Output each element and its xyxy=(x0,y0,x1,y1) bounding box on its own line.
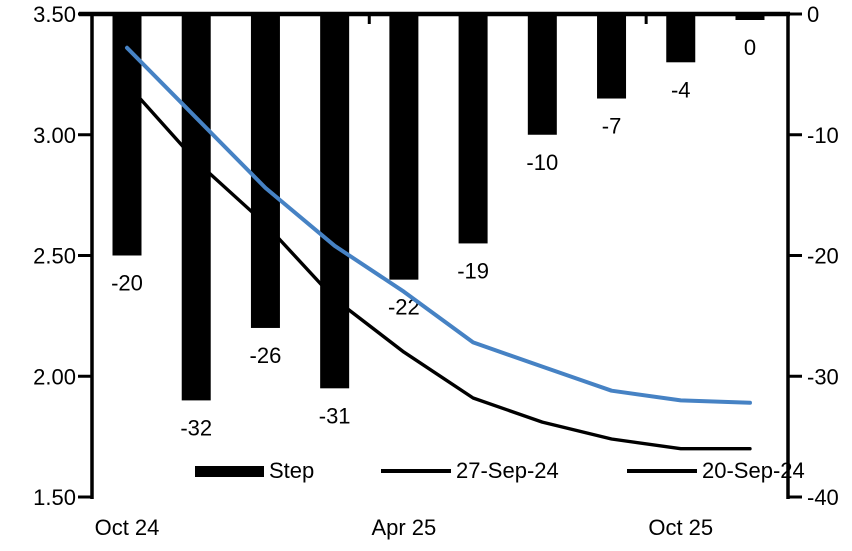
step-bar xyxy=(389,14,419,280)
right-axis-tick-label: -20 xyxy=(807,244,839,269)
left-axis-tick-label: 2.00 xyxy=(33,364,76,389)
step-bar xyxy=(666,14,696,63)
step-bar xyxy=(527,14,557,135)
bar-value-label: -10 xyxy=(526,150,558,175)
step-bar xyxy=(735,14,765,20)
step-bar xyxy=(320,14,350,389)
left-axis-tick-label: 3.00 xyxy=(33,123,76,148)
bar-value-label: -4 xyxy=(671,77,691,102)
right-axis-tick-label: -40 xyxy=(807,485,839,510)
bar-value-label: -7 xyxy=(602,114,622,139)
bar-value-label: -20 xyxy=(111,271,143,296)
x-axis-label: Oct 25 xyxy=(648,515,713,540)
bar-value-label: -31 xyxy=(319,403,351,428)
left-axis-tick-label: 3.50 xyxy=(33,2,76,27)
x-axis-label: Apr 25 xyxy=(371,515,436,540)
right-axis-tick-label: -10 xyxy=(807,123,839,148)
bar-value-label: -26 xyxy=(250,343,282,368)
bar-value-label: -19 xyxy=(457,258,489,283)
step-bar xyxy=(458,14,488,244)
x-axis-label: Oct 24 xyxy=(95,515,160,540)
step-bar xyxy=(181,14,211,401)
step-bar xyxy=(250,14,280,328)
bar-value-label: -32 xyxy=(180,415,212,440)
left-axis-tick-label: 2.50 xyxy=(33,244,76,269)
right-axis-tick-label: 0 xyxy=(807,2,819,27)
step-bar xyxy=(112,14,142,256)
right-axis-tick-label: -30 xyxy=(807,364,839,389)
step-bar xyxy=(597,14,627,99)
left-axis-tick-label: 1.50 xyxy=(33,485,76,510)
line-20-sep-24 xyxy=(125,45,752,405)
line-27-sep-24 xyxy=(125,82,752,451)
bar-value-label: 0 xyxy=(744,35,756,60)
